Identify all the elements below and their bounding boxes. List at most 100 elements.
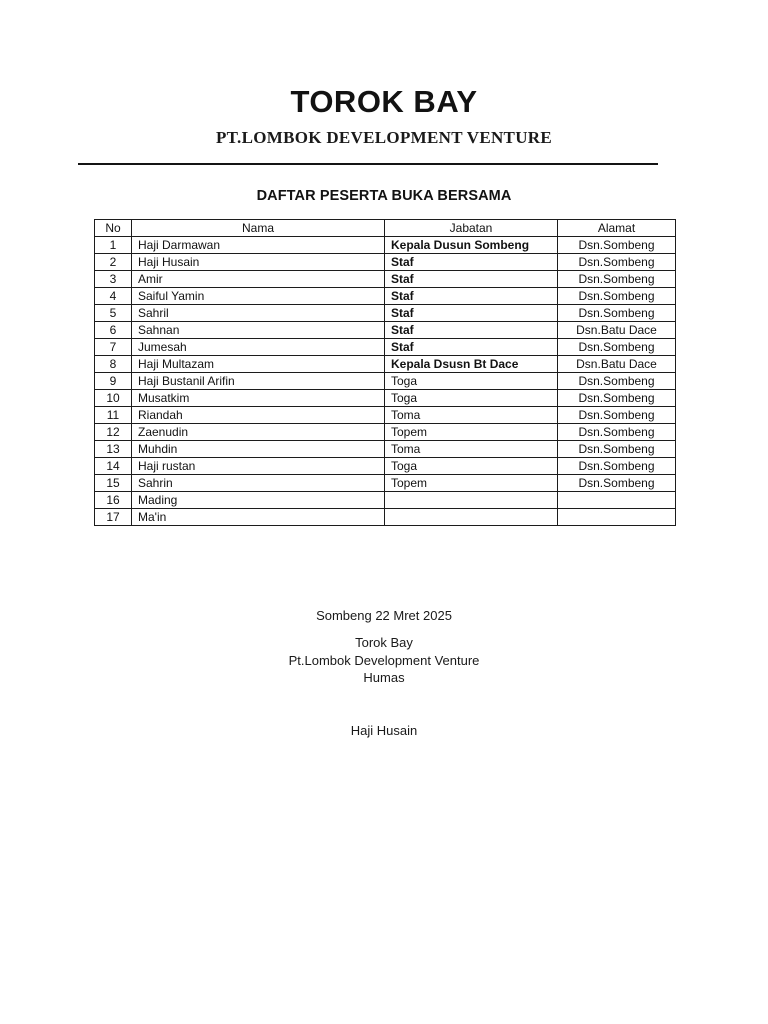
cell-jabatan: Toga	[384, 389, 558, 407]
table-row: 8 Haji Multazam Kepala Dsusn Bt Dace Dsn.Ba…	[94, 355, 676, 373]
table-row: 14 Haji rustan Toga Dsn.Sombeng	[94, 457, 676, 475]
table-row: 16 Mading	[94, 491, 676, 509]
cell-no: 13	[94, 440, 132, 458]
table-row: 9 Haji Bustanil Arifin Toga Dsn.Sombeng	[94, 372, 676, 390]
table-row: 2 Haji Husain Staf Dsn.Sombeng	[94, 253, 676, 271]
dateline: Sombeng 22 Mret 2025	[316, 608, 452, 623]
cell-no: 4	[94, 287, 132, 305]
cell-jabatan: Staf	[384, 270, 558, 288]
cell-alamat	[557, 508, 676, 526]
cell-nama: Amir	[131, 270, 385, 288]
cell-no: 3	[94, 270, 132, 288]
cell-no: 7	[94, 338, 132, 356]
cell-alamat: Dsn.Sombeng	[557, 338, 676, 356]
table-row: 5 Sahril Staf Dsn.Sombeng	[94, 304, 676, 322]
footer-department: Humas	[363, 670, 405, 685]
cell-no: 2	[94, 253, 132, 271]
table-row: 4 Saiful Yamin Staf Dsn.Sombeng	[94, 287, 676, 305]
cell-jabatan: Topem	[384, 474, 558, 492]
cell-no: 5	[94, 304, 132, 322]
cell-no: 10	[94, 389, 132, 407]
cell-alamat: Dsn.Sombeng	[557, 474, 676, 492]
cell-no: 11	[94, 406, 132, 424]
cell-jabatan: Topem	[384, 423, 558, 441]
cell-nama: Sahril	[131, 304, 385, 322]
cell-alamat	[557, 491, 676, 509]
cell-nama: Muhdin	[131, 440, 385, 458]
cell-nama: Ma'in	[131, 508, 385, 526]
cell-jabatan: Toga	[384, 372, 558, 390]
table-row: 11 Riandah Toma Dsn.Sombeng	[94, 406, 676, 424]
cell-jabatan: Staf	[384, 321, 558, 339]
cell-no: 9	[94, 372, 132, 390]
cell-jabatan: Toma	[384, 440, 558, 458]
cell-nama: Haji Multazam	[131, 355, 385, 373]
cell-no: 6	[94, 321, 132, 339]
cell-no: 15	[94, 474, 132, 492]
cell-jabatan: Staf	[384, 304, 558, 322]
cell-alamat: Dsn.Sombeng	[557, 304, 676, 322]
cell-jabatan: Staf	[384, 253, 558, 271]
participants-table: No Nama Jabatan Alamat 1 Haji Darmawan Kep…	[94, 219, 676, 526]
cell-alamat: Dsn.Batu Dace	[557, 355, 676, 373]
table-row: 17 Ma'in	[94, 508, 676, 526]
table-row: 7 Jumesah Staf Dsn.Sombeng	[94, 338, 676, 356]
header-nama: Nama	[131, 219, 385, 237]
footer-org-name: Torok Bay	[355, 635, 413, 650]
cell-jabatan: Staf	[384, 287, 558, 305]
cell-nama: Riandah	[131, 406, 385, 424]
header-divider	[78, 163, 658, 166]
document-title: DAFTAR PESERTA BUKA BERSAMA	[256, 188, 512, 204]
cell-nama: Haji Husain	[131, 253, 385, 271]
cell-nama: Mading	[131, 491, 385, 509]
cell-alamat: Dsn.Sombeng	[557, 440, 676, 458]
cell-no: 17	[94, 508, 132, 526]
cell-jabatan: Toma	[384, 406, 558, 424]
cell-no: 14	[94, 457, 132, 475]
cell-nama: Saiful Yamin	[131, 287, 385, 305]
table-row: 10 Musatkim Toga Dsn.Sombeng	[94, 389, 676, 407]
cell-nama: Haji rustan	[131, 457, 385, 475]
cell-alamat: Dsn.Batu Dace	[557, 321, 676, 339]
cell-no: 1	[94, 236, 132, 254]
cell-no: 8	[94, 355, 132, 373]
cell-nama: Zaenudin	[131, 423, 385, 441]
cell-nama: Jumesah	[131, 338, 385, 356]
cell-jabatan: Toga	[384, 457, 558, 475]
cell-alamat: Dsn.Sombeng	[557, 372, 676, 390]
cell-alamat: Dsn.Sombeng	[557, 406, 676, 424]
cell-no: 16	[94, 491, 132, 509]
cell-jabatan: Kepala Dsusn Bt Dace	[384, 355, 558, 373]
cell-nama: Sahnan	[131, 321, 385, 339]
cell-jabatan	[384, 491, 558, 509]
table-row: 12 Zaenudin Topem Dsn.Sombeng	[94, 423, 676, 441]
cell-alamat: Dsn.Sombeng	[557, 423, 676, 441]
company-subtitle: PT.LOMBOK DEVELOPMENT VENTURE	[216, 128, 552, 147]
cell-jabatan: Kepala Dusun Sombeng	[384, 236, 558, 254]
cell-nama: Sahrin	[131, 474, 385, 492]
cell-no: 12	[94, 423, 132, 441]
table-row: 1 Haji Darmawan Kepala Dusun Sombeng Dsn.So…	[94, 236, 676, 254]
table-row: 15 Sahrin Topem Dsn.Sombeng	[94, 474, 676, 492]
cell-alamat: Dsn.Sombeng	[557, 236, 676, 254]
company-title: TOROK BAY	[290, 84, 478, 119]
cell-alamat: Dsn.Sombeng	[557, 270, 676, 288]
header-alamat: Alamat	[557, 219, 676, 237]
table-header-row: No Nama Jabatan Alamat	[94, 219, 676, 237]
cell-jabatan: Staf	[384, 338, 558, 356]
table-row: 13 Muhdin Toma Dsn.Sombeng	[94, 440, 676, 458]
signatory-name: Haji Husain	[350, 723, 418, 738]
table-row: 6 Sahnan Staf Dsn.Batu Dace	[94, 321, 676, 339]
cell-nama: Haji Bustanil Arifin	[131, 372, 385, 390]
table-row: 3 Amir Staf Dsn.Sombeng	[94, 270, 676, 288]
cell-nama: Haji Darmawan	[131, 236, 385, 254]
cell-jabatan	[384, 508, 558, 526]
footer-company-name: Pt.Lombok Development Venture	[288, 653, 480, 668]
header-jabatan: Jabatan	[384, 219, 558, 237]
cell-alamat: Dsn.Sombeng	[557, 253, 676, 271]
header-no: No	[94, 219, 132, 237]
cell-nama: Musatkim	[131, 389, 385, 407]
cell-alamat: Dsn.Sombeng	[557, 457, 676, 475]
cell-alamat: Dsn.Sombeng	[557, 287, 676, 305]
